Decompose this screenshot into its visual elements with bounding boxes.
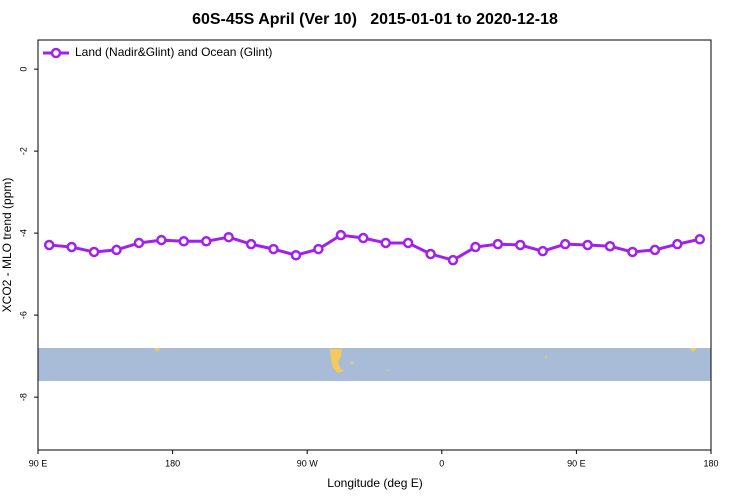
point: [492, 238, 504, 250]
point: [66, 241, 77, 253]
point: [223, 231, 234, 243]
point: [358, 232, 369, 244]
point: [694, 234, 706, 245]
series-line: [49, 233, 701, 262]
point: [133, 237, 145, 249]
point: [88, 246, 100, 258]
legend-label: Land (Nadir&Glint) and Ocean (Glint): [75, 45, 272, 59]
point: [380, 237, 391, 249]
point: [201, 236, 212, 247]
map-land: [690, 348, 697, 352]
map-land: [387, 369, 389, 371]
y-tick-label: -8: [18, 393, 28, 401]
point: [559, 238, 571, 250]
legend-marker: [50, 47, 62, 59]
point: [604, 240, 616, 252]
point: [627, 246, 638, 258]
x-axis-label: Longitude (deg E): [327, 476, 422, 490]
y-tick-label: 0: [18, 67, 28, 72]
x-tick-label: 90 E: [29, 458, 48, 468]
y-axis-label: XCO2 - MLO trend (ppm): [0, 178, 14, 313]
map-land: [545, 356, 547, 358]
point: [425, 248, 436, 260]
point: [582, 239, 593, 251]
x-tick-label: 180: [703, 458, 718, 468]
y-tick-label: -4: [18, 229, 28, 237]
x-tick-label: 0: [439, 458, 444, 468]
point: [515, 239, 526, 251]
point: [178, 236, 190, 247]
point: [111, 244, 122, 256]
point: [290, 250, 302, 261]
point: [402, 237, 414, 249]
map-band: [38, 348, 711, 381]
point: [313, 243, 324, 255]
point: [43, 239, 55, 251]
map-land: [154, 348, 160, 352]
plot-frame: [37, 39, 712, 451]
point: [470, 241, 481, 253]
point: [672, 238, 683, 250]
y-tick-label: -6: [18, 311, 28, 319]
point: [245, 238, 257, 250]
map-ocean: [38, 348, 711, 381]
map-land: [350, 361, 354, 365]
point: [649, 244, 661, 256]
x-tick-label: 90 E: [567, 458, 586, 468]
x-tick-label: 180: [165, 458, 180, 468]
point: [156, 234, 167, 246]
y-tick-label: -2: [18, 147, 28, 155]
point: [447, 254, 459, 266]
point: [537, 245, 548, 257]
x-tick-label: 90 W: [297, 458, 319, 468]
point: [335, 229, 347, 241]
point: [268, 243, 279, 255]
map-land: [330, 349, 344, 373]
chart-title: 60S-45S April (Ver 10) 2015-01-01 to 202…: [192, 11, 558, 28]
